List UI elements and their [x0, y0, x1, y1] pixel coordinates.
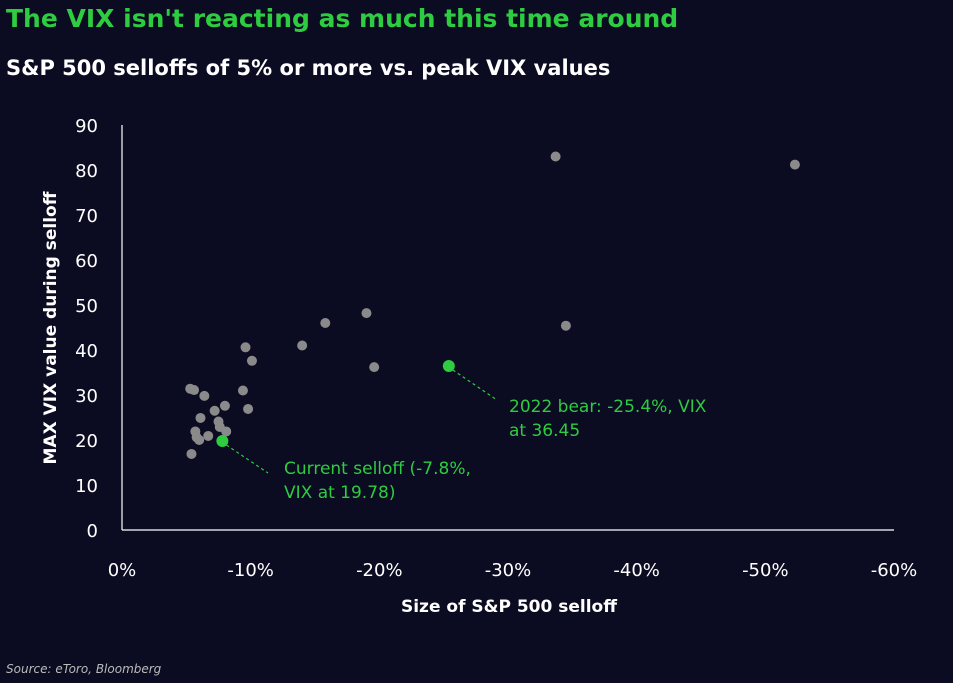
y-tick-labels: 0 10 20 30 40 50 60 70 80 90 — [75, 116, 98, 542]
source-note: Source: eToro, Bloomberg — [6, 662, 162, 676]
x-tick-labels: 0% -10% -20% -30% -40% -50% -60% — [108, 560, 918, 581]
data-point — [789, 159, 800, 170]
highlight-point — [442, 359, 455, 372]
y-tick-label: 0 — [87, 521, 98, 542]
data-point — [361, 308, 372, 319]
x-tick-label: -40% — [613, 560, 660, 581]
data-point — [199, 390, 210, 401]
y-tick-label: 70 — [75, 206, 98, 227]
annotation-leader — [452, 369, 498, 401]
y-tick-label: 60 — [75, 251, 98, 272]
data-point — [320, 318, 331, 328]
annotation-leader — [226, 444, 269, 474]
annotation-text: 2022 bear: -25.4%, VIX — [509, 397, 707, 417]
data-point — [221, 426, 232, 437]
y-tick-label: 80 — [75, 161, 98, 182]
y-axis-label: MAX VIX value during selloff — [41, 191, 61, 464]
data-point — [189, 385, 200, 396]
x-tick-label: -10% — [227, 560, 274, 581]
y-tick-label: 30 — [75, 386, 98, 407]
x-axis-label: Size of S&P 500 selloff — [401, 597, 617, 617]
y-tick-label: 20 — [75, 431, 98, 452]
data-point — [195, 412, 206, 423]
annotation-text: Current selloff (-7.8%, — [284, 459, 471, 479]
annotation-text: at 36.45 — [509, 421, 580, 441]
x-tick-label: -20% — [356, 560, 403, 581]
chart-title: The VIX isn't reacting as much this time… — [6, 4, 679, 33]
annotations: Current selloff (-7.8%, VIX at 19.78) 2022… — [226, 369, 707, 503]
data-points — [185, 151, 800, 459]
data-point — [243, 403, 254, 414]
data-point — [550, 151, 561, 162]
data-point — [219, 400, 230, 411]
x-tick-label: -30% — [485, 560, 532, 581]
chart-subtitle: S&P 500 selloffs of 5% or more vs. peak … — [6, 56, 611, 80]
y-tick-label: 40 — [75, 341, 98, 362]
data-point — [297, 340, 308, 351]
highlight-point — [216, 434, 229, 447]
data-point — [186, 448, 197, 459]
data-point — [203, 430, 214, 441]
data-point — [560, 320, 571, 331]
x-tick-label: -50% — [742, 560, 789, 581]
data-point — [237, 385, 248, 396]
x-tick-label: -60% — [871, 560, 918, 581]
data-point — [246, 355, 257, 366]
y-tick-label: 50 — [75, 296, 98, 317]
y-tick-label: 90 — [75, 116, 98, 137]
data-point — [369, 362, 380, 373]
data-point — [209, 405, 220, 416]
data-point — [194, 435, 205, 445]
x-tick-label: 0% — [108, 560, 137, 581]
y-tick-label: 10 — [75, 476, 98, 497]
annotation-text: VIX at 19.78) — [284, 483, 395, 503]
chart-axes — [121, 125, 894, 531]
data-point — [240, 342, 251, 353]
